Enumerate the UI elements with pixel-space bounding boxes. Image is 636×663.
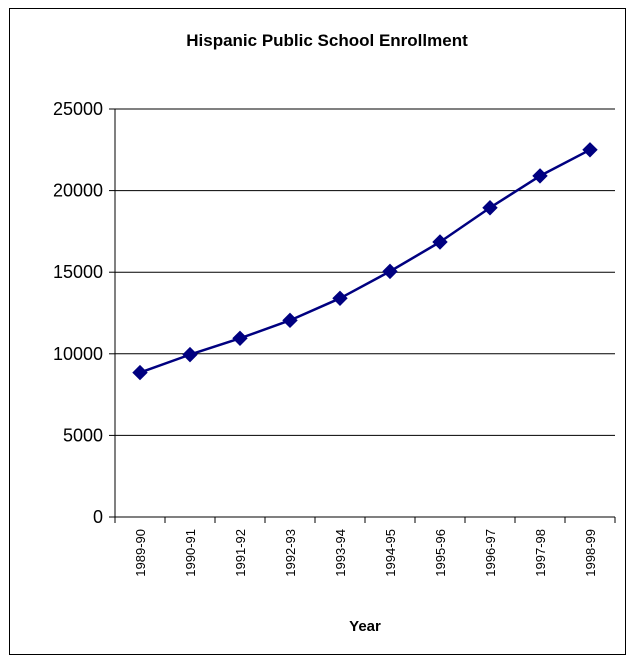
data-point [282, 312, 298, 329]
series-group [132, 142, 598, 381]
y-tick-label: 15000 [53, 262, 103, 282]
data-point [232, 330, 248, 347]
x-tick-label: 1998-99 [583, 529, 598, 577]
x-tick-label: 1990-91 [183, 529, 198, 577]
y-tick-label: 0 [93, 507, 103, 527]
data-point [582, 142, 598, 158]
x-tick-label: 1991-92 [233, 529, 248, 577]
x-axis-label: Year [349, 618, 381, 635]
x-tick-label: 1992-93 [283, 529, 298, 577]
x-axis-ticks: 1989-90 1990-91 1991-92 1992-93 1993-94 1994-… [114, 517, 616, 577]
data-point [182, 346, 198, 363]
x-tick-label: 1997-98 [533, 529, 548, 577]
data-point [132, 364, 148, 381]
y-tick-label: 5000 [63, 425, 103, 445]
data-point [432, 234, 448, 250]
data-point [482, 200, 498, 216]
data-point [332, 290, 348, 307]
data-point [382, 263, 398, 280]
y-axis-ticks: 0 5000 10000 15000 20000 25000 [53, 99, 115, 527]
chart-title: Hispanic Public School Enrollment [186, 31, 468, 50]
y-tick-label: 20000 [53, 181, 103, 201]
x-tick-label: 1996-97 [483, 529, 498, 577]
x-tick-label: 1994-95 [383, 529, 398, 577]
chart-frame [9, 8, 626, 655]
y-tick-label: 10000 [53, 344, 103, 364]
y-tick-label: 25000 [53, 99, 103, 119]
gridlines [115, 108, 615, 436]
x-tick-label: 1989-90 [133, 529, 148, 577]
x-tick-label: 1995-96 [433, 529, 448, 577]
series-line [139, 148, 591, 374]
data-point [532, 168, 548, 184]
x-tick-label: 1993-94 [333, 529, 348, 577]
